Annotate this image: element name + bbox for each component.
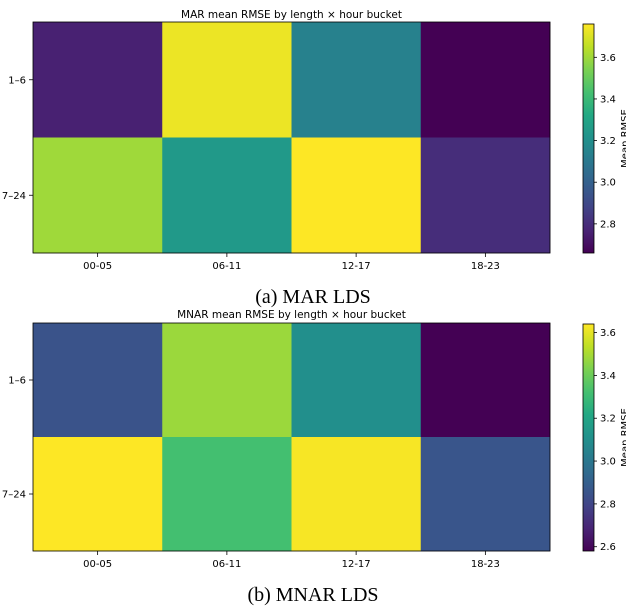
figure-caption: (b) MNAR LDS xyxy=(247,584,378,606)
heatmap-cell xyxy=(33,137,163,254)
colorbar-tick-label: 3.4 xyxy=(600,94,616,105)
colorbar-frame xyxy=(582,23,595,254)
y-tick-label: 7–24 xyxy=(2,191,26,202)
heatmap-cell xyxy=(33,437,163,552)
figure-caption: (a) MAR LDS xyxy=(255,286,371,308)
heatmap-cell xyxy=(291,437,422,552)
x-tick-label: 18-23 xyxy=(471,559,500,570)
heatmap-cell xyxy=(33,22,163,138)
colorbar-tick-label: 3.6 xyxy=(600,328,616,339)
heatmap-panel-2: MNAR mean RMSE by length × hour bucket 00… xyxy=(2,309,626,606)
heatmap-cell xyxy=(291,22,422,138)
plot-frame xyxy=(32,21,551,254)
heatmap-cell xyxy=(291,137,422,254)
colorbar-frame xyxy=(582,323,595,552)
y-tick-label: 1–6 xyxy=(8,75,26,86)
x-tick-label: 12-17 xyxy=(342,261,371,272)
heatmap-panel-1: MAR mean RMSE by length × hour bucket 00-… xyxy=(2,9,626,308)
x-tick-label: 12-17 xyxy=(342,559,371,570)
colorbar-label: Mean RMSE xyxy=(620,109,626,168)
heatmap-cell xyxy=(420,22,551,138)
x-tick-label: 00-05 xyxy=(83,559,112,570)
heatmap-cell xyxy=(162,137,292,254)
heatmap-cell xyxy=(291,323,422,438)
colorbar-tick-label: 2.8 xyxy=(600,219,616,230)
x-tick-label: 06-11 xyxy=(212,261,241,272)
chart-title: MNAR mean RMSE by length × hour bucket xyxy=(177,309,406,321)
heatmap-cell xyxy=(162,437,292,552)
plot-frame xyxy=(32,322,551,552)
heatmap-cell xyxy=(420,137,551,254)
colorbar-tick-label: 3.2 xyxy=(600,414,616,425)
y-tick-label: 7–24 xyxy=(2,490,26,501)
heatmap-cell xyxy=(33,323,163,438)
colorbar-label: Mean RMSE xyxy=(620,408,626,467)
x-tick-label: 00-05 xyxy=(83,261,112,272)
x-tick-label: 06-11 xyxy=(212,559,241,570)
colorbar xyxy=(583,24,594,253)
heatmap-cell xyxy=(162,323,292,438)
chart-title: MAR mean RMSE by length × hour bucket xyxy=(181,9,402,21)
y-tick-label: 1–6 xyxy=(8,376,26,387)
colorbar-tick-label: 3.2 xyxy=(600,136,616,147)
heatmap-cell xyxy=(420,323,551,438)
colorbar-tick-label: 2.8 xyxy=(600,499,616,510)
heatmap-cell xyxy=(420,437,551,552)
x-tick-label: 18-23 xyxy=(471,261,500,272)
colorbar-tick-label: 3.0 xyxy=(600,457,616,468)
colorbar-tick-label: 2.6 xyxy=(600,542,616,553)
colorbar-tick-label: 3.0 xyxy=(600,178,616,189)
colorbar xyxy=(583,324,594,551)
heatmap-cell xyxy=(162,22,292,138)
colorbar-tick-label: 3.6 xyxy=(600,53,616,64)
colorbar-tick-label: 3.4 xyxy=(600,371,616,382)
